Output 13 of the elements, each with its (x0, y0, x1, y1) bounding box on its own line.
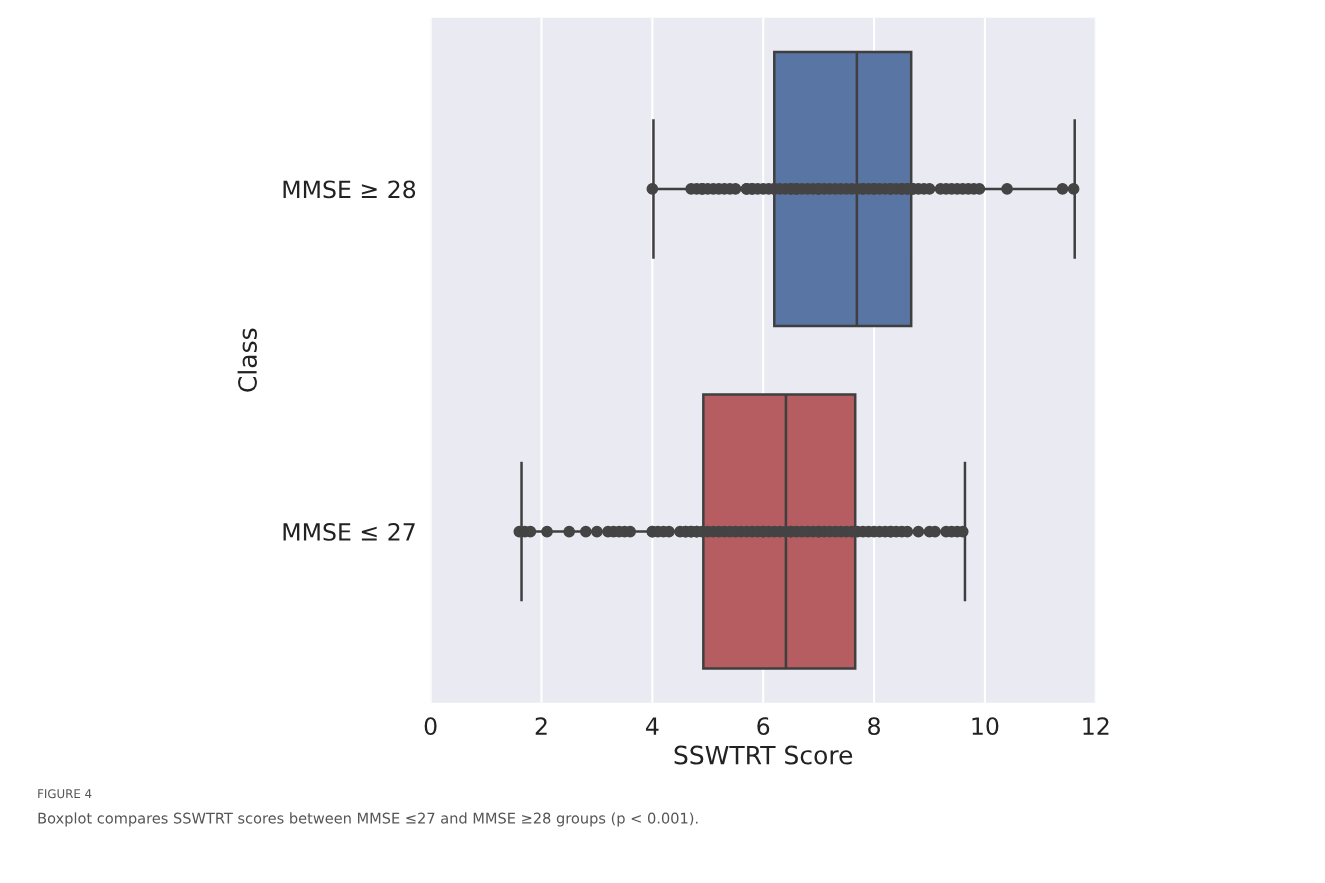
x-tick-label: 0 (424, 717, 437, 736)
y-tick-label: MMSE ≤ 27 (283, 523, 415, 541)
caption: FIGURE 4 (38, 789, 92, 799)
x-tick-label: 6 (757, 717, 770, 736)
y-tick-label: MMSE ≥ 28 (283, 180, 416, 199)
x-axis-title: SSWTRT Score (674, 745, 853, 765)
x-tick-label: 12 (1083, 717, 1109, 735)
x-tick-label: 4 (645, 717, 659, 735)
y-axis-title: Class (237, 328, 257, 392)
x-tick-label: 2 (535, 717, 547, 735)
text: Boxplot compares SSWTRT scores between MMSE ≤27 and MMSE ≥28 groups (p < 0.001). (38, 812, 698, 827)
x-tick-label: 10 (972, 717, 999, 736)
x-tick-label: 8 (868, 717, 880, 736)
